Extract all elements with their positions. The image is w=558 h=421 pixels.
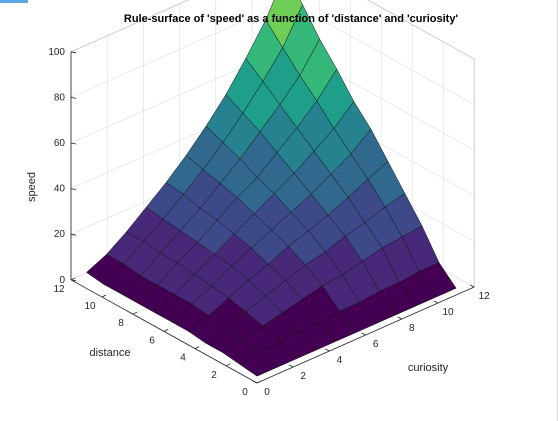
- z-tick-mark: [70, 97, 77, 99]
- x-axis-label: curiosity: [408, 362, 449, 374]
- y-tick-label: 6: [149, 335, 155, 346]
- z-tick-label: 80: [54, 92, 66, 103]
- y-tick-label: 8: [118, 318, 124, 329]
- z-tick-label: 60: [54, 138, 66, 149]
- x-tick-mark: [289, 364, 294, 368]
- y-tick-mark: [101, 294, 107, 298]
- x-tick-label: 6: [373, 339, 379, 350]
- y-tick-mark: [132, 311, 138, 315]
- x-tick-mark: [470, 284, 475, 288]
- x-tick-label: 10: [442, 307, 454, 318]
- x-tick-label: 0: [264, 387, 270, 398]
- surface: [86, 0, 457, 377]
- y-tick-label: 4: [180, 353, 186, 364]
- x-tick-label: 2: [300, 371, 306, 382]
- x-tick-mark: [361, 332, 366, 336]
- x-tick-mark: [397, 316, 402, 320]
- x-tick-label: 12: [479, 291, 491, 302]
- y-tick-mark: [256, 380, 262, 384]
- z-tick-label: 40: [54, 184, 66, 195]
- toolbar-tab[interactable]: [0, 0, 28, 3]
- y-tick-mark: [225, 363, 231, 367]
- z-tick-label: 0: [59, 275, 65, 286]
- z-axis-label: speed: [26, 172, 38, 202]
- z-tick-mark: [70, 142, 77, 145]
- z-tick-label: 20: [54, 229, 66, 240]
- surface-patch: [239, 353, 278, 377]
- y-tick-label: 10: [84, 301, 96, 312]
- box-edge: [367, 0, 475, 60]
- z-tick-label: 100: [48, 47, 65, 58]
- chart-title: Rule-surface of 'speed' as a function of…: [124, 13, 459, 25]
- x-tick-mark: [325, 348, 330, 352]
- y-tick-mark: [163, 329, 169, 332]
- box-edge: [70, 0, 190, 53]
- z-tick-mark: [70, 51, 77, 54]
- y-tick-mark: [194, 346, 200, 349]
- z-tick-mark: [70, 233, 77, 236]
- y-tick-label: 2: [211, 370, 217, 381]
- x-tick-label: 8: [409, 323, 415, 334]
- y-tick-label: 12: [53, 284, 65, 295]
- x-tick-mark: [252, 380, 258, 384]
- x-tick-label: 4: [337, 355, 343, 366]
- z-tick-mark: [70, 188, 77, 190]
- z-tick-mark: [70, 279, 77, 282]
- y-tick-label: 0: [242, 387, 248, 398]
- y-tick-mark: [70, 277, 76, 281]
- y-axis-label: distance: [90, 347, 131, 359]
- x-tick-mark: [433, 300, 439, 304]
